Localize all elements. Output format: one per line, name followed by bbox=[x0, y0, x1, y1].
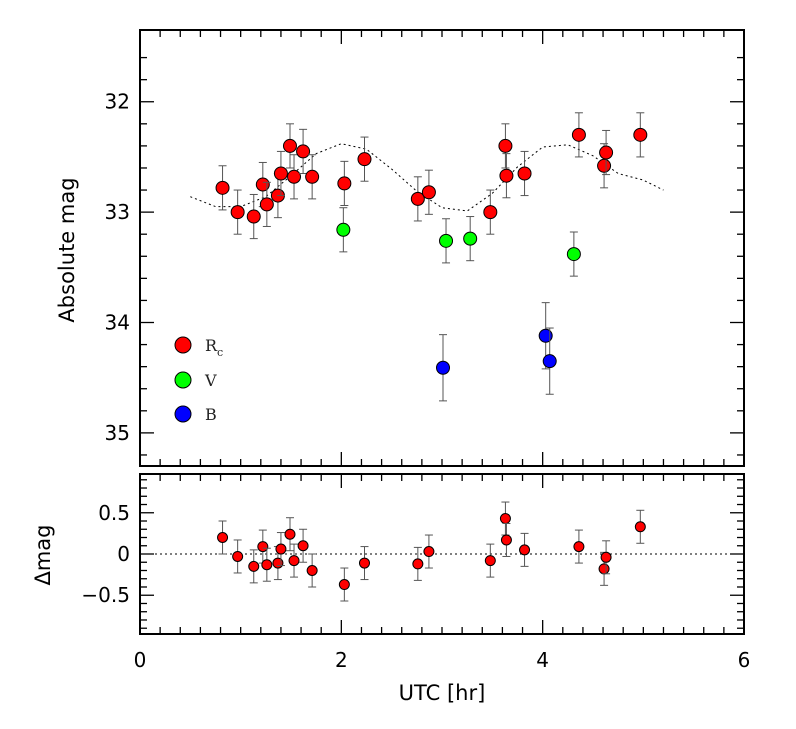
top-point bbox=[282, 138, 297, 153]
top-y-tick-label: 35 bbox=[105, 421, 130, 445]
x-tick-label: 4 bbox=[536, 648, 549, 672]
x-tick-label: 2 bbox=[335, 648, 348, 672]
residual-point bbox=[288, 555, 300, 567]
top-y-axis-label: Absolute mag bbox=[55, 177, 79, 322]
residual-point bbox=[573, 541, 585, 553]
bottom-panel: 0.5 0 −0.5 0 2 4 6 bbox=[81, 473, 751, 672]
x-tick-label: 0 bbox=[134, 648, 147, 672]
residual-point bbox=[484, 555, 496, 567]
top-point bbox=[259, 197, 274, 212]
top-point bbox=[538, 328, 553, 343]
legend-marker bbox=[174, 336, 192, 354]
top-point bbox=[439, 233, 454, 248]
legend-marker bbox=[174, 371, 192, 389]
legend-label: B bbox=[205, 405, 217, 424]
residual-point bbox=[261, 559, 273, 571]
x-axis-label: UTC [hr] bbox=[399, 681, 486, 705]
residual-point bbox=[412, 558, 424, 570]
legend-marker bbox=[174, 405, 192, 423]
top-point bbox=[566, 247, 581, 262]
residual-point bbox=[338, 579, 350, 591]
bottom-y-tick-label: 0 bbox=[117, 542, 130, 566]
top-point bbox=[215, 180, 230, 195]
top-point bbox=[599, 145, 614, 160]
top-point bbox=[336, 222, 351, 237]
top-point bbox=[483, 205, 498, 220]
top-point bbox=[499, 168, 514, 183]
residual-point bbox=[358, 557, 370, 569]
top-point bbox=[410, 191, 425, 206]
top-point bbox=[287, 169, 302, 184]
residual-point bbox=[634, 521, 646, 533]
residual-point bbox=[284, 528, 296, 540]
top-point bbox=[255, 177, 270, 192]
bottom-y-tick-label: 0.5 bbox=[98, 501, 130, 525]
residual-point bbox=[499, 513, 511, 525]
top-point bbox=[273, 166, 288, 181]
residual-point bbox=[519, 544, 531, 556]
top-point bbox=[633, 127, 648, 142]
top-point bbox=[246, 209, 261, 224]
residual-point bbox=[297, 540, 309, 552]
legend-label: Rc bbox=[205, 336, 223, 359]
bottom-y-tick-label: −0.5 bbox=[81, 583, 130, 607]
top-point bbox=[498, 138, 513, 153]
top-point bbox=[463, 231, 478, 246]
top-point bbox=[542, 354, 557, 369]
top-point bbox=[296, 144, 311, 159]
top-y-tick-label: 33 bbox=[105, 200, 130, 224]
x-tick-label: 6 bbox=[738, 648, 751, 672]
residual-point bbox=[217, 532, 229, 544]
residual-point bbox=[598, 563, 610, 575]
top-y-tick-label: 34 bbox=[105, 311, 130, 335]
top-point bbox=[597, 158, 612, 173]
top-point bbox=[337, 176, 352, 191]
legend-label-subscript: c bbox=[217, 346, 223, 359]
residual-point bbox=[275, 543, 287, 555]
top-point bbox=[421, 185, 436, 200]
top-point bbox=[305, 169, 320, 184]
residual-point bbox=[600, 551, 612, 563]
residual-point bbox=[248, 560, 260, 572]
model-curve bbox=[190, 143, 664, 212]
top-point bbox=[357, 152, 372, 167]
bottom-y-axis-label: Δmag bbox=[31, 524, 55, 585]
residual-point bbox=[232, 550, 244, 562]
residual-point bbox=[257, 541, 269, 553]
residual-point bbox=[423, 546, 435, 558]
residual-point bbox=[500, 534, 512, 546]
top-point bbox=[230, 205, 245, 220]
top-y-tick-label: 32 bbox=[105, 90, 130, 114]
top-point bbox=[517, 166, 532, 181]
top-point bbox=[436, 360, 451, 375]
top-panel: 32 33 34 35 Rc VB bbox=[105, 29, 745, 467]
legend-label: V bbox=[204, 371, 217, 390]
top-point bbox=[571, 127, 586, 142]
residual-point bbox=[306, 564, 318, 576]
